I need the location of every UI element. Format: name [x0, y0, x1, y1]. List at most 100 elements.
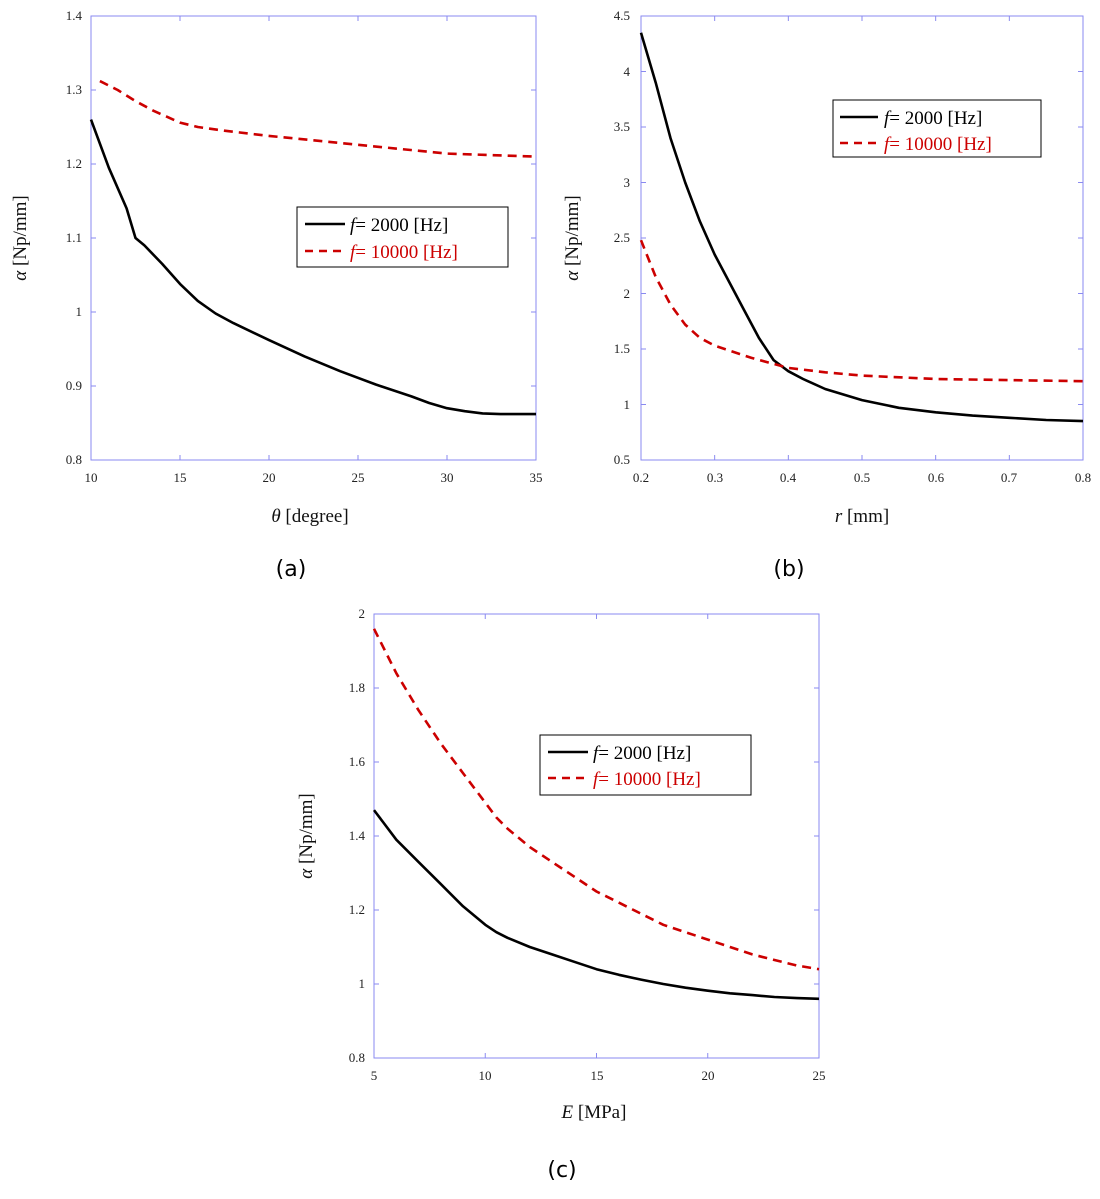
- chart-a-y-tick-label: 1.4: [66, 8, 83, 23]
- chart-c-x-tick-label: 25: [813, 1068, 826, 1083]
- chart-b-legend-label-10000: f= 10000 [Hz]: [884, 134, 992, 155]
- chart-b-legend-label-2000: f= 2000 [Hz]: [884, 108, 982, 129]
- chart-a-x-axis-symbol: θ: [271, 506, 280, 527]
- chart-b: 0.2 0.3 0.4 0.5 0.6 0.7 0.8 0.5 1 1.5 2 …: [562, 8, 1091, 582]
- chart-a-legend-label-10000-var: f: [350, 242, 358, 263]
- chart-c-legend-box: [539, 734, 752, 796]
- chart-c-y-tick-label: 1.8: [349, 680, 365, 695]
- chart-a-y-tick-label: 0.8: [66, 452, 82, 467]
- chart-a-y-tick-label: 0.9: [66, 378, 82, 393]
- chart-c-y-tick-label: 0.8: [349, 1050, 365, 1065]
- chart-b-y-axis-unit: [Np/mm]: [562, 195, 583, 270]
- chart-b-legend-label-10000-var: f: [884, 134, 892, 155]
- chart-b-x-tick-label: 0.7: [1001, 470, 1018, 485]
- chart-a-y-tick-label: 1.1: [66, 230, 82, 245]
- chart-c-legend: f= 2000 [Hz] f= 10000 [Hz]: [539, 734, 752, 796]
- chart-a-y-tick-labels: 0.8 0.9 1 1.1 1.2 1.3 1.4: [66, 8, 83, 467]
- chart-b-y-tick-label: 4.5: [614, 8, 630, 23]
- chart-b-x-axis-unit: [mm]: [842, 506, 889, 527]
- chart-c-x-tick-label: 5: [371, 1068, 378, 1083]
- chart-a-legend-label-10000-text: = 10000 [Hz]: [355, 242, 458, 263]
- chart-a-x-tick-label: 25: [352, 470, 365, 485]
- chart-b-x-tick-label: 0.2: [633, 470, 649, 485]
- chart-c-y-tick-label: 1.6: [349, 754, 366, 769]
- chart-c-y-tick-labels: 0.8 1 1.2 1.4 1.6 1.8 2: [349, 606, 366, 1065]
- chart-c-y-tick-label: 2: [359, 606, 366, 621]
- chart-b-x-tick-label: 0.5: [854, 470, 870, 485]
- chart-b-x-tick-labels: 0.2 0.3 0.4 0.5 0.6 0.7 0.8: [633, 470, 1091, 485]
- chart-a-x-tick-labels: 10 15 20 25 30 35: [85, 470, 543, 485]
- chart-b-tick-marks: [640, 15, 1084, 461]
- chart-b-y-tick-label: 3.5: [614, 119, 630, 134]
- chart-b-caption: (b): [773, 557, 804, 582]
- chart-c-legend-label-2000-var: f: [593, 743, 601, 764]
- chart-b-x-tick-label: 0.4: [780, 470, 797, 485]
- chart-b-y-tick-label: 3: [624, 175, 631, 190]
- chart-c: 5 10 15 20 25 0.8 1 1.2 1.4 1.6 1.8 2 E …: [296, 606, 826, 1183]
- chart-b-x-tick-label: 0.6: [928, 470, 945, 485]
- chart-b-y-tick-label: 1.5: [614, 341, 630, 356]
- chart-c-x-tick-labels: 5 10 15 20 25: [371, 1068, 826, 1083]
- chart-a-x-axis-label: θ [degree]: [271, 506, 348, 527]
- chart-a-x-axis-unit: [degree]: [281, 506, 349, 527]
- chart-b-y-tick-label: 1: [624, 397, 631, 412]
- chart-c-x-axis-symbol: E: [561, 1102, 574, 1123]
- chart-b-legend-label-10000-text: = 10000 [Hz]: [889, 134, 992, 155]
- chart-a-tick-marks: [90, 15, 537, 461]
- chart-b-y-tick-label: 2.5: [614, 230, 630, 245]
- chart-b-legend-label-2000-var: f: [884, 108, 892, 129]
- chart-c-legend-label-10000-var: f: [593, 769, 601, 790]
- chart-c-y-tick-label: 1.4: [349, 828, 366, 843]
- chart-a-legend-label-10000: f= 10000 [Hz]: [350, 242, 458, 263]
- chart-c-y-axis-symbol: α: [296, 868, 317, 879]
- chart-c-plot-frame: [373, 613, 820, 1059]
- chart-b-y-axis-label: α [Np/mm]: [562, 195, 583, 280]
- chart-b-legend-label-2000-text: = 2000 [Hz]: [889, 108, 982, 129]
- chart-a-y-axis-symbol: α: [10, 270, 31, 281]
- chart-a-series-line-f2000: [89, 119, 536, 416]
- chart-c-x-axis-unit: [MPa]: [573, 1102, 626, 1123]
- chart-b-x-axis-symbol: r: [835, 506, 843, 527]
- chart-a-x-tick-label: 20: [263, 470, 276, 485]
- chart-c-x-tick-label: 15: [591, 1068, 604, 1083]
- chart-a-y-axis-unit: [Np/mm]: [10, 195, 31, 270]
- chart-c-legend-label-2000-text: = 2000 [Hz]: [598, 743, 691, 764]
- chart-c-y-tick-label: 1.2: [349, 902, 365, 917]
- chart-c-legend-label-10000-text: = 10000 [Hz]: [598, 769, 701, 790]
- chart-c-caption: (c): [547, 1158, 576, 1183]
- chart-c-tick-marks: [373, 613, 820, 1059]
- chart-c-series: [372, 628, 820, 1001]
- chart-b-y-tick-label: 2: [624, 286, 631, 301]
- chart-b-series-line-f2000: [639, 32, 1084, 423]
- chart-a-series-line-f10000: [99, 79, 537, 158]
- chart-a-series: [89, 79, 537, 416]
- chart-a-legend-label-2000: f= 2000 [Hz]: [350, 215, 448, 236]
- chart-a-legend-label-2000-text: = 2000 [Hz]: [355, 215, 448, 236]
- chart-b-legend-box: [832, 99, 1042, 158]
- chart-b-x-tick-label: 0.8: [1075, 470, 1091, 485]
- chart-c-series-line-f10000: [372, 628, 820, 971]
- chart-a-legend-label-2000-var: f: [350, 215, 358, 236]
- chart-b-y-tick-label: 0.5: [614, 452, 630, 467]
- chart-c-y-axis-label: α [Np/mm]: [296, 793, 317, 878]
- chart-a-y-tick-label: 1.2: [66, 156, 82, 171]
- chart-a-y-tick-label: 1: [76, 304, 83, 319]
- chart-c-x-axis-label: E [MPa]: [561, 1102, 627, 1123]
- chart-a-y-tick-label: 1.3: [66, 82, 82, 97]
- chart-c-legend-label-10000: f= 10000 [Hz]: [593, 769, 701, 790]
- chart-c-legend-label-2000: f= 2000 [Hz]: [593, 743, 691, 764]
- chart-b-y-tick-label: 4: [624, 64, 631, 79]
- chart-a-legend: f= 2000 [Hz] f= 10000 [Hz]: [296, 206, 509, 268]
- chart-a: 10 15 20 25 30 35 0.8 0.9 1 1.1 1.2 1.3 …: [10, 8, 543, 582]
- chart-b-x-tick-label: 0.3: [707, 470, 723, 485]
- chart-c-x-tick-label: 20: [702, 1068, 715, 1083]
- chart-a-y-axis-label: α [Np/mm]: [10, 195, 31, 280]
- chart-b-series-line-f10000: [639, 239, 1084, 383]
- chart-a-x-tick-label: 30: [441, 470, 454, 485]
- chart-c-x-tick-label: 10: [479, 1068, 492, 1083]
- chart-c-y-axis-unit: [Np/mm]: [296, 793, 317, 868]
- chart-b-y-axis-symbol: α: [562, 270, 583, 281]
- chart-b-x-axis-label: r [mm]: [835, 506, 889, 527]
- chart-b-legend: f= 2000 [Hz] f= 10000 [Hz]: [832, 99, 1042, 158]
